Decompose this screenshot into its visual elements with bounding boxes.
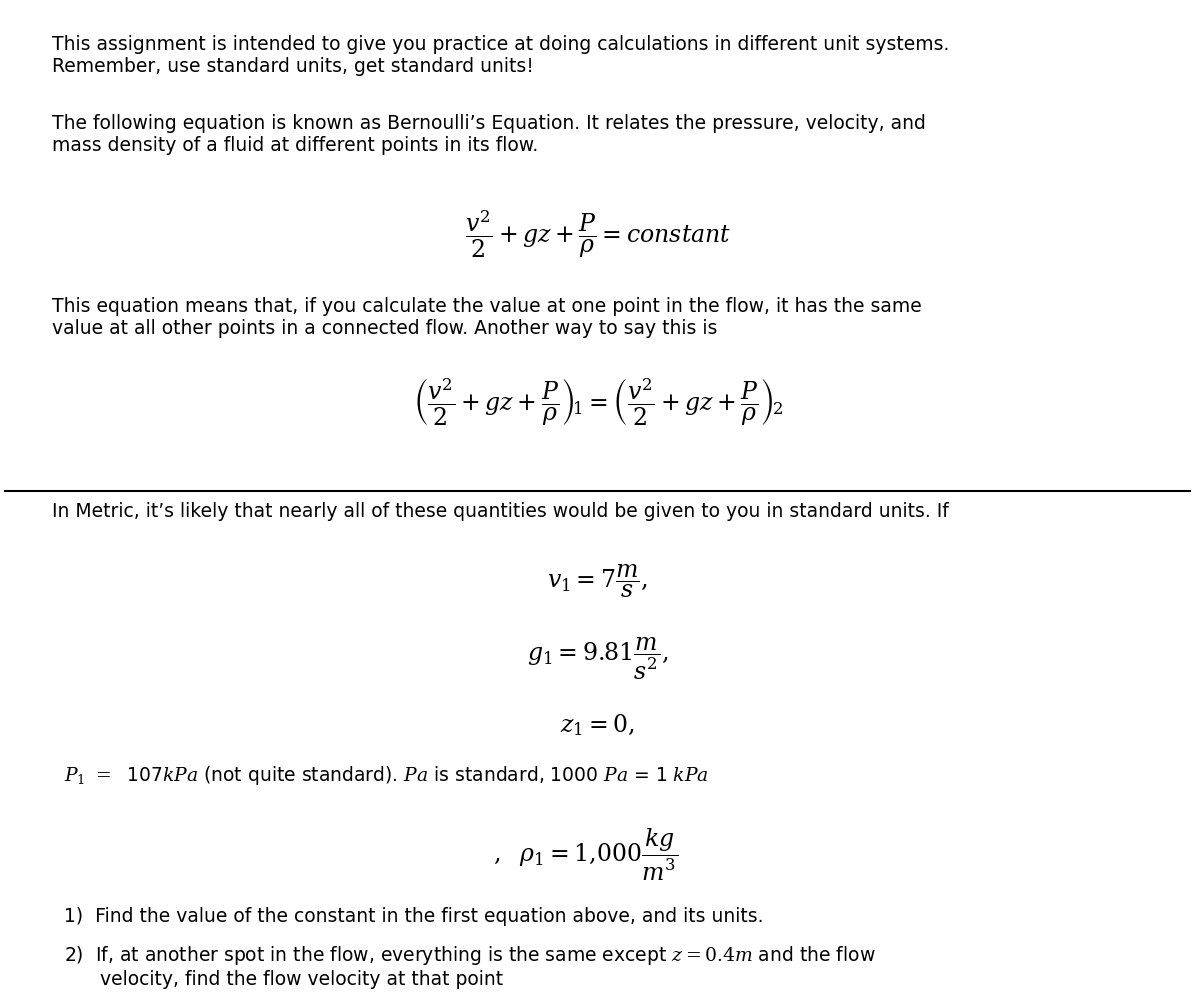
Text: $g_1 = 9.81\dfrac{m}{s^2},$: $g_1 = 9.81\dfrac{m}{s^2},$ [527, 637, 668, 683]
Text: $v_1 = 7\dfrac{m}{s},$: $v_1 = 7\dfrac{m}{s},$ [547, 563, 648, 601]
Text: $\dfrac{v^2}{2} + gz + \dfrac{P}{\rho} = \mathit{constant}$: $\dfrac{v^2}{2} + gz + \dfrac{P}{\rho} =… [464, 209, 731, 260]
Text: $z_1 = 0,$: $z_1 = 0,$ [560, 713, 635, 739]
Text: $\left(\dfrac{v^2}{2} + gz + \dfrac{P}{\rho}\right)_{\!1} = \left(\dfrac{v^2}{2}: $\left(\dfrac{v^2}{2} + gz + \dfrac{P}{\… [413, 377, 782, 428]
Text: This assignment is intended to give you practice at doing calculations in differ: This assignment is intended to give you … [52, 35, 949, 76]
Text: In Metric, it’s likely that nearly all of these quantities would be given to you: In Metric, it’s likely that nearly all o… [52, 503, 948, 522]
Text: 1)  Find the value of the constant in the first equation above, and its units.: 1) Find the value of the constant in the… [64, 907, 763, 926]
Text: 2)  If, at another spot in the flow, everything is the same except $z = 0.4m$ an: 2) If, at another spot in the flow, ever… [64, 944, 875, 989]
Text: $P_1\ =\ $ 107$kPa$ (not quite standard). $Pa$ is standard, 1000 $Pa$ = 1 $kPa$: $P_1\ =\ $ 107$kPa$ (not quite standard)… [64, 764, 708, 787]
Text: $,\ \ \rho_1 = 1{,}000\dfrac{kg}{m^3}$: $,\ \ \rho_1 = 1{,}000\dfrac{kg}{m^3}$ [493, 827, 678, 883]
Text: The following equation is known as Bernoulli’s Equation. It relates the pressure: The following equation is known as Berno… [52, 113, 925, 154]
Text: This equation means that, if you calculate the value at one point in the flow, i: This equation means that, if you calcula… [52, 297, 922, 338]
